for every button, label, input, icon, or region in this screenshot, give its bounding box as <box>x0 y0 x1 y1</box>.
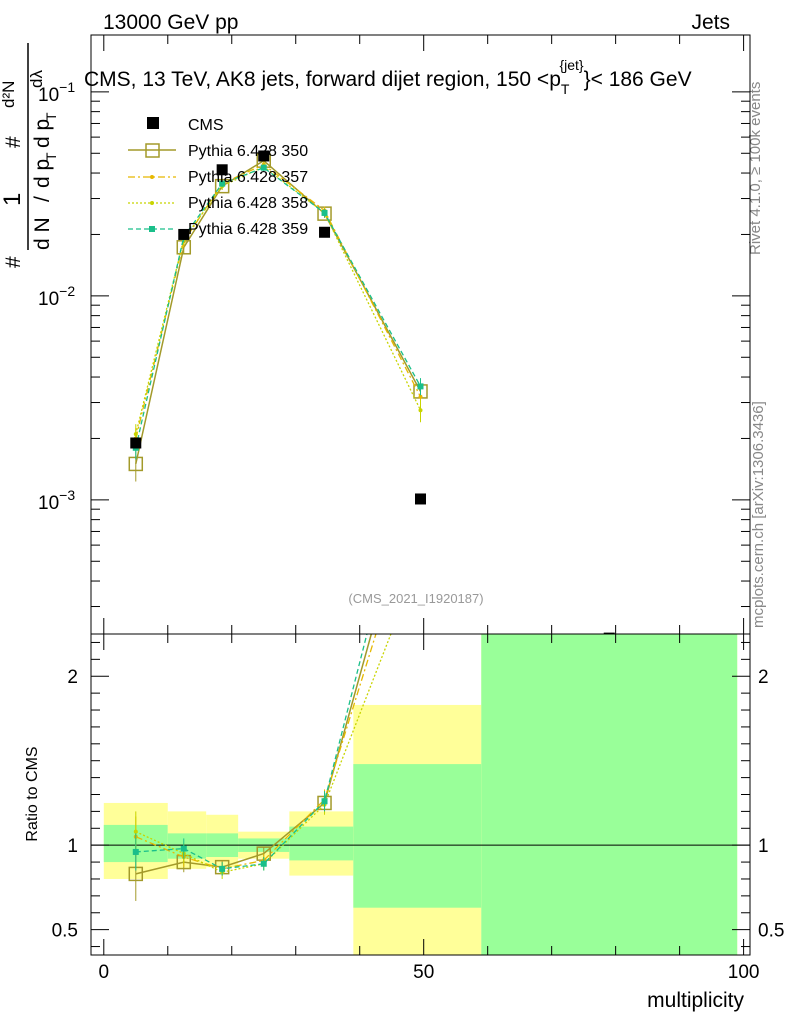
main-point-p359 <box>219 180 226 187</box>
main-point-p357 <box>418 394 423 399</box>
main-point-cms <box>216 164 228 176</box>
main-point-p358 <box>418 408 423 413</box>
legend-marker-p359 <box>149 226 155 232</box>
legend-label-p357: Pythia 6.428 357 <box>188 169 308 186</box>
legend-label-p359: Pythia 6.428 359 <box>188 221 308 238</box>
main-plot: 10−1 10−2 10−3 <box>38 34 751 635</box>
main-line-p359 <box>135 166 422 448</box>
ratio-band-green <box>481 634 738 955</box>
main-point-cms <box>603 632 615 634</box>
ylabel-d2N: d²N <box>0 81 18 108</box>
mcplots-reference-label: mcplots.cern.ch [arXiv:1306.3436] <box>750 401 767 628</box>
ylabel-T2: T <box>43 112 59 121</box>
main-point-p359 <box>260 164 267 171</box>
ratio-point-p359 <box>132 848 139 855</box>
ratio-point-p358 <box>133 829 138 834</box>
ratio-ytick-label-right: 1 <box>758 836 769 857</box>
ylabel-dpt: d p <box>31 159 54 188</box>
ylabel-hash: # <box>2 256 25 268</box>
ylabel-slash: / <box>31 196 54 202</box>
main-point-p350 <box>214 178 230 194</box>
ratio-ytick-label-right: 0.5 <box>758 921 784 942</box>
main-point-cms <box>178 228 190 240</box>
plot-title-suffix: }< 186 GeV <box>584 68 692 91</box>
main-point-p358 <box>133 432 138 437</box>
plot-title-sup: {jet} <box>559 57 583 73</box>
ratio-line-p359 <box>135 634 368 870</box>
legend-marker-cms <box>147 117 159 129</box>
main-point-cms <box>415 493 426 505</box>
ratio-ytick-label-left: 0.5 <box>52 921 78 942</box>
x-axis-label: multiplicity <box>647 989 744 1012</box>
ratio-point-p359 <box>219 865 226 872</box>
ylabel-one: 1 <box>0 193 26 206</box>
ratio-point-p358 <box>419 556 423 560</box>
plot-title: CMS, 13 TeV, AK8 jets, forward dijet reg… <box>84 57 692 97</box>
ratio-band-green <box>289 826 354 861</box>
main-line-p358 <box>135 165 422 435</box>
main-ytick-label: 10−2 <box>38 283 75 310</box>
ratio-point-p359 <box>180 845 187 852</box>
main-ytick-label: 10−3 <box>38 487 75 514</box>
ylabel-T: T <box>43 152 59 161</box>
ratio-band-green <box>353 764 482 908</box>
x-tick-label: 50 <box>413 962 434 983</box>
main-point-cms <box>258 150 270 162</box>
analysis-id-label: (CMS_2021_I1920187) <box>348 591 483 606</box>
legend-label-p358: Pythia 6.428 358 <box>188 195 308 212</box>
ylabel-dlambda: dλ <box>27 70 46 88</box>
x-tick-label: 100 <box>728 962 760 983</box>
main-ylabel: # 1 d N / d p T # d p T d²N dλ <box>0 43 59 268</box>
legend-label-p350: Pythia 6.428 350 <box>188 143 308 160</box>
main-point-p359 <box>321 209 328 216</box>
ratio-ytick-label-left: 2 <box>67 667 78 688</box>
ratio-band-green <box>167 833 207 859</box>
header-category: Jets <box>691 11 730 34</box>
rivet-version-label: Rivet 4.1.0, ≥ 100k events <box>747 82 764 255</box>
x-tick-label: 0 <box>99 962 110 983</box>
ylabel-dN: d N <box>31 217 54 250</box>
ratio-point-p359 <box>321 798 328 805</box>
ratio-point-p357 <box>419 488 423 492</box>
main-ytick-label: 10−1 <box>38 79 75 106</box>
ratio-line-p357 <box>135 634 377 870</box>
main-point-p359 <box>417 383 424 390</box>
legend-marker-p350 <box>145 143 160 158</box>
ratio-line-p358 <box>135 634 392 873</box>
plot-title-sub: T <box>561 81 570 97</box>
header-energy: 13000 GeV pp <box>103 11 238 34</box>
ratio-line-p350 <box>135 634 373 875</box>
ratio-ylabel: Ratio to CMS <box>24 746 41 841</box>
ratio-point-p350 <box>414 450 427 463</box>
legend: CMS Pythia 6.428 350 Pythia 6.428 357 Py… <box>128 117 308 238</box>
legend-marker-p358 <box>150 201 154 205</box>
ylabel-dpt2: d p <box>31 119 54 148</box>
ratio-plot: 0.5 0.5 1 1 2 2 0 50 100 <box>52 450 784 983</box>
ylabel-hash2: # <box>2 136 25 148</box>
main-point-cms <box>319 226 331 238</box>
legend-marker-p357 <box>150 175 154 179</box>
ratio-ytick-label-right: 2 <box>758 667 769 688</box>
ratio-ytick-label-left: 1 <box>67 836 78 857</box>
plot-title-prefix: CMS, 13 TeV, AK8 jets, forward dijet reg… <box>84 68 561 91</box>
ratio-point-p359 <box>260 860 267 867</box>
legend-label-cms: CMS <box>188 117 224 134</box>
main-point-cms <box>130 437 142 449</box>
